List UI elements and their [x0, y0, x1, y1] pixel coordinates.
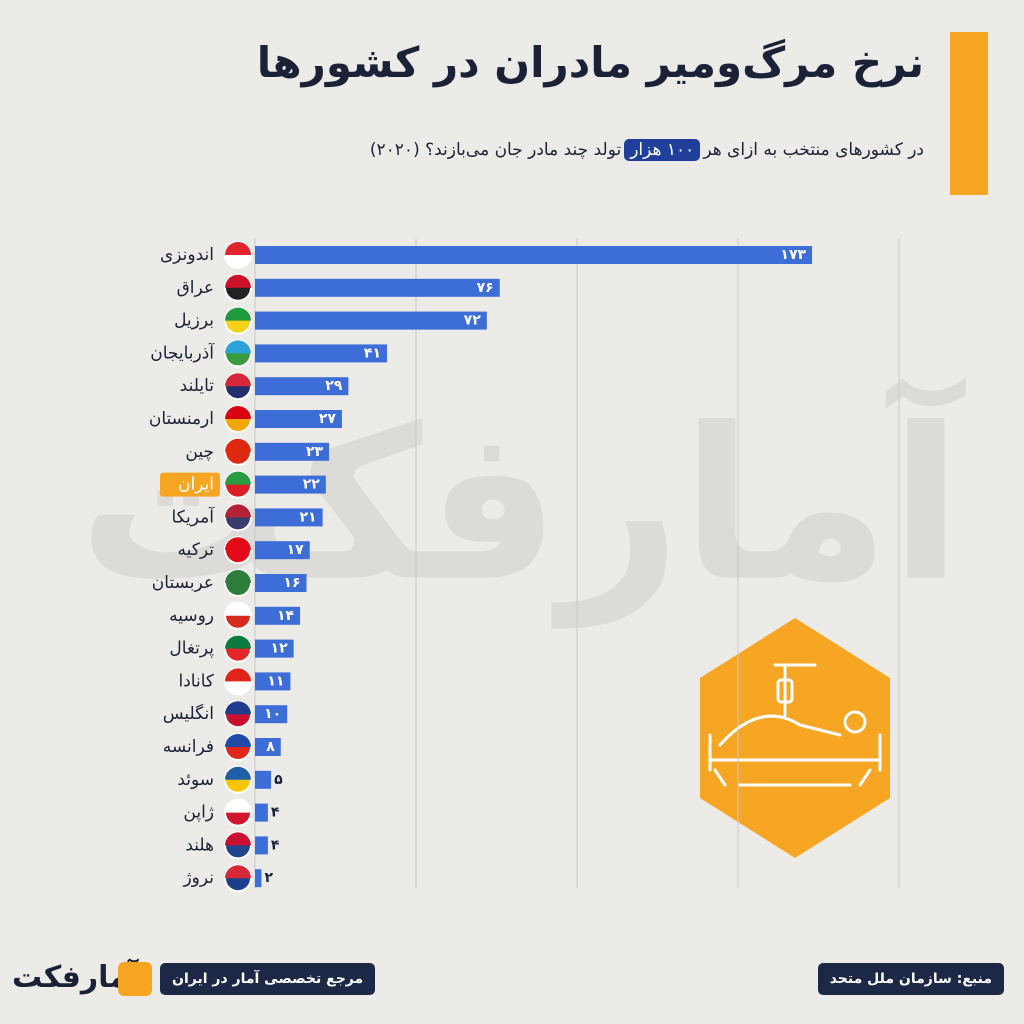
value-label: ۱۶	[283, 575, 300, 591]
flag-top	[225, 438, 251, 452]
subtitle-part: تولد چند مادر جان می‌بازند؟ (۲۰۲۰)	[369, 140, 622, 160]
y-tick-label: عربستان	[152, 573, 214, 593]
value-label: ۲	[264, 870, 273, 886]
bar	[255, 606, 301, 625]
value-label: ۲۱	[300, 509, 317, 525]
chart-subtitle: در کشورهای منتخب به ازای هر۱۰۰ هزارتولد …	[369, 139, 924, 161]
value-label: ۱۴	[277, 608, 295, 624]
value-label: ۱۲	[271, 641, 289, 657]
y-tick-label: ترکیه	[178, 540, 215, 560]
bar	[255, 738, 281, 756]
bar	[255, 344, 388, 363]
flag-top	[225, 766, 251, 780]
bar	[255, 410, 342, 428]
y-tick-label: هلند	[185, 835, 214, 855]
flag-top	[225, 242, 251, 255]
y-tick-label: نروژ	[182, 868, 214, 888]
bar	[255, 541, 310, 560]
y-tick-label: آمریکا	[171, 505, 215, 527]
bar	[255, 442, 330, 461]
subtitle-highlight: ۱۰۰ هزار	[624, 139, 701, 161]
bar	[255, 672, 291, 691]
flag-top	[225, 799, 251, 813]
flag-top	[225, 340, 251, 354]
flag-top	[225, 373, 251, 387]
value-label: ۷۶	[477, 280, 494, 296]
y-tick-label: اندونزی	[160, 245, 214, 265]
y-tick-label: انگلیس	[163, 703, 214, 724]
value-label: ۲۳	[306, 444, 324, 460]
value-label: ۴	[271, 837, 280, 853]
flag-top	[225, 668, 251, 682]
bar	[255, 770, 272, 789]
subtitle-part: در کشورهای منتخب به ازای هر	[703, 140, 924, 160]
value-label: ۲۹	[325, 378, 343, 394]
flag-top	[225, 734, 251, 747]
bar	[255, 246, 813, 264]
flag-top	[225, 537, 251, 551]
y-tick-label: ارمنستان	[149, 409, 214, 429]
flag-top	[225, 635, 251, 649]
y-tick-label: آذربایجان	[150, 341, 215, 363]
y-tick-label: ژاپن	[183, 803, 214, 823]
y-tick-label: فرانسه	[163, 737, 214, 757]
hospital-icon	[700, 618, 890, 858]
bar	[255, 508, 323, 527]
bar	[255, 278, 500, 297]
flag-top	[225, 274, 251, 288]
value-label: ۲۷	[319, 411, 337, 427]
value-label: ۴۱	[364, 345, 381, 361]
y-tick-label: عراق	[177, 278, 214, 298]
bar	[255, 705, 288, 724]
bar	[255, 574, 307, 592]
source-box: منبع: سازمان ملل متحد	[817, 963, 1004, 995]
y-tick-label: روسیه	[169, 606, 214, 626]
value-label: ۱۱	[267, 673, 284, 689]
value-label: ۵	[274, 772, 283, 788]
y-tick-label: پرتغال	[169, 639, 214, 659]
y-tick-label: چین	[185, 442, 214, 462]
bar	[255, 869, 262, 888]
tagline-box: مرجع تخصصی آمار در ایران	[160, 963, 376, 995]
flag-top	[225, 504, 251, 518]
value-label: ۱۰	[264, 706, 281, 722]
flag-top	[225, 307, 251, 321]
highlight-label-bg	[160, 472, 220, 497]
value-label: ۲۲	[303, 477, 321, 493]
flag-top	[225, 832, 251, 846]
flag-top	[225, 570, 251, 583]
bar	[255, 639, 294, 658]
flag-top	[225, 865, 251, 879]
flag-top	[225, 602, 251, 616]
bar	[255, 377, 349, 396]
brand-mark	[118, 962, 152, 996]
y-tick-label: برزیل	[174, 311, 214, 331]
value-label: ۸	[266, 739, 275, 755]
bar	[255, 836, 268, 855]
value-label: ۱۷	[287, 542, 305, 558]
bar	[255, 311, 487, 330]
flag-top	[225, 406, 251, 419]
brand-logo: آمارفکت	[12, 960, 139, 995]
bar	[255, 803, 268, 822]
value-label: ۴	[271, 805, 280, 821]
y-tick-label: کانادا	[179, 671, 215, 691]
chart-title: نرخ مرگ‌ومیر مادران در کشورها	[256, 38, 924, 87]
y-tick-label: تایلند	[180, 376, 215, 396]
y-tick-label: ایران	[178, 475, 214, 495]
flag-top	[225, 701, 251, 715]
value-label: ۱۷۳	[780, 247, 806, 263]
bar	[255, 475, 326, 494]
flag-top	[225, 471, 251, 485]
y-tick-label: سوئد	[177, 770, 214, 790]
accent-bar	[950, 32, 988, 195]
value-label: ۷۲	[464, 313, 482, 329]
